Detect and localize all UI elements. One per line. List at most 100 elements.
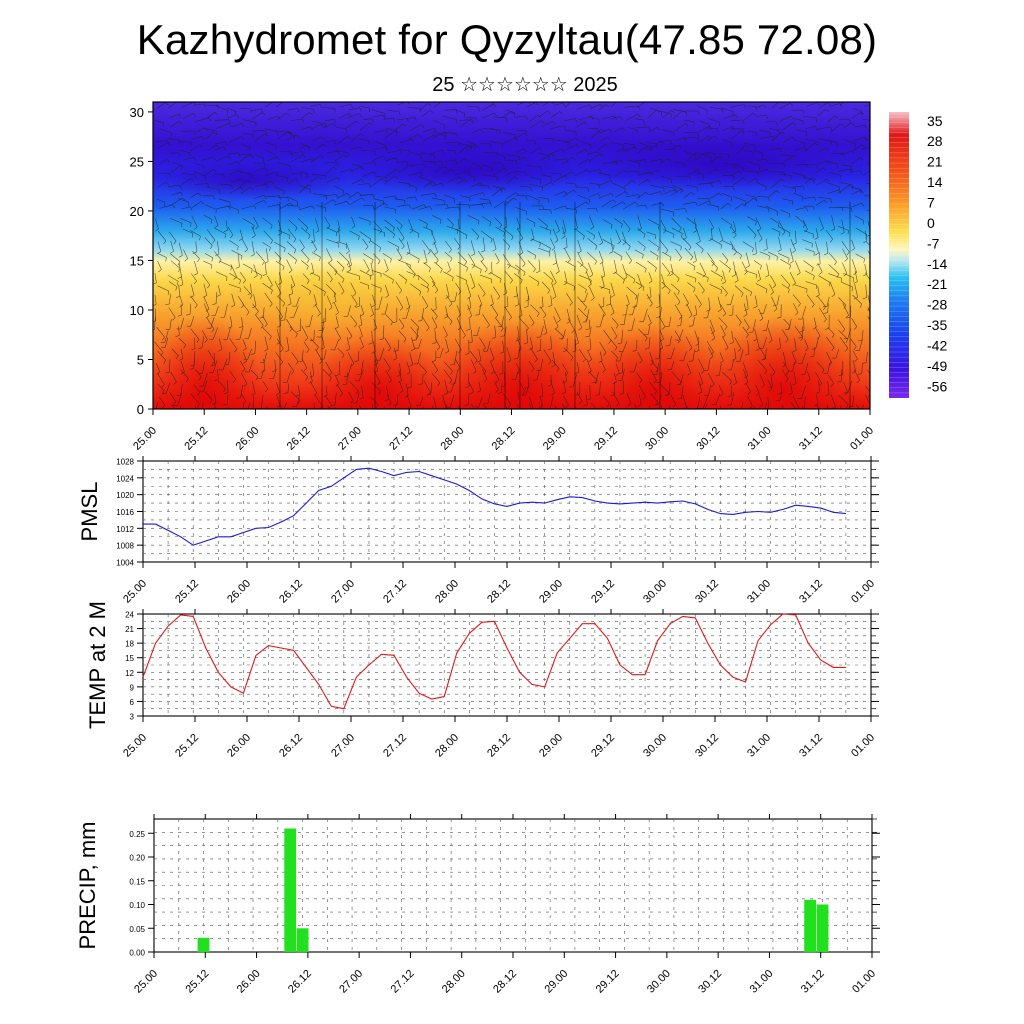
- wind-barb-flag: [497, 177, 499, 182]
- wind-barb: [646, 294, 653, 304]
- wind-barb: [409, 352, 414, 365]
- wind-barb: [776, 295, 780, 306]
- wind-barb-flag: [473, 370, 477, 374]
- wind-barb-flag: [733, 416, 736, 419]
- wind-barb-flag: [610, 224, 613, 229]
- wind-barb: [650, 185, 664, 189]
- wind-barb-flag: [377, 382, 381, 386]
- wind-barb: [595, 372, 599, 383]
- wind-barb: [588, 182, 599, 185]
- wind-barb: [471, 162, 481, 168]
- heatmap-time-label: 25.12: [182, 425, 210, 453]
- wind-barb: [732, 163, 744, 169]
- wind-barb-flag: [768, 340, 773, 343]
- wind-barb: [732, 247, 742, 256]
- wind-barb-flag: [418, 134, 422, 138]
- wind-barb: [230, 264, 237, 278]
- wind-barb: [487, 393, 491, 404]
- wind-barb-flag: [399, 111, 401, 116]
- wind-barb-flag: [633, 279, 636, 284]
- wind-barb: [154, 273, 157, 283]
- wind-barb-flag: [190, 178, 194, 182]
- wind-barb: [410, 152, 421, 156]
- wind-barb: [721, 285, 728, 294]
- wind-barb: [284, 307, 288, 321]
- wind-barb: [599, 136, 607, 143]
- wind-barb: [398, 164, 411, 173]
- wind-barb: [384, 130, 396, 139]
- wind-barb: [193, 337, 196, 349]
- wind-barb: [528, 396, 534, 409]
- wind-barb: [699, 153, 712, 158]
- wind-barb: [295, 297, 300, 307]
- wind-barb-flag: [443, 165, 447, 169]
- precip-time-label: 25.00: [132, 968, 160, 996]
- wind-barb-flag: [414, 116, 417, 121]
- wind-barb: [754, 328, 758, 340]
- wind-barb-flag: [496, 379, 500, 383]
- wind-barb-flag: [479, 166, 481, 171]
- wind-barb: [334, 392, 337, 406]
- wind-barb: [252, 303, 259, 312]
- wind-barb: [408, 172, 421, 176]
- wind-barb-flag: [252, 235, 256, 239]
- wind-barb-flag: [814, 403, 819, 406]
- wind-barb-flag: [341, 291, 345, 295]
- wind-barb-flag: [523, 148, 527, 153]
- wind-barb: [756, 115, 767, 117]
- wind-barb-flag: [194, 304, 198, 309]
- wind-barb-flag: [385, 129, 389, 134]
- wind-barb-flag: [698, 111, 700, 116]
- precip-frame: [153, 818, 873, 953]
- wind-barb-flag: [742, 119, 745, 124]
- wind-barb: [867, 316, 870, 320]
- wind-barb-flag: [432, 309, 437, 311]
- wind-barb: [279, 150, 292, 153]
- wind-barb: [746, 216, 757, 222]
- wind-barb: [742, 326, 749, 335]
- wind-barb: [300, 158, 313, 163]
- wind-barb: [503, 393, 512, 405]
- wind-barb-flag: [345, 128, 347, 133]
- wind-barb-flag: [677, 339, 681, 344]
- wind-barb-flag: [250, 254, 255, 257]
- wind-barb: [622, 220, 631, 230]
- wind-barb: [206, 186, 220, 190]
- wind-barb-flag: [585, 201, 590, 205]
- wind-barb: [651, 360, 659, 370]
- wind-barb: [526, 139, 536, 142]
- wind-barb: [297, 385, 301, 395]
- wind-barb: [720, 107, 734, 112]
- wind-barb-flag: [339, 393, 343, 397]
- wind-barb: [371, 330, 373, 344]
- wind-barb-flag: [753, 338, 758, 342]
- wind-barb-flag: [497, 392, 502, 394]
- wind-barb-flag: [296, 394, 301, 397]
- wind-barb-flag: [861, 144, 865, 148]
- wind-barb: [180, 369, 189, 379]
- wind-barb: [648, 239, 660, 248]
- wind-barb-flag: [719, 192, 723, 197]
- wind-barb-flag: [519, 238, 524, 242]
- wind-barb: [398, 330, 407, 339]
- wind-barb: [360, 360, 364, 375]
- wind-barb: [326, 227, 337, 233]
- wind-barb-flag: [530, 187, 532, 192]
- wind-barb-flag: [213, 169, 217, 173]
- wind-barb: [322, 317, 325, 331]
- wind-barb: [576, 186, 588, 189]
- wind-barb-flag: [228, 206, 231, 210]
- wind-barb: [189, 192, 199, 198]
- wind-barb: [538, 197, 549, 200]
- wind-barb: [239, 229, 243, 239]
- wind-barb: [453, 237, 461, 247]
- wind-barb-flag: [725, 292, 728, 297]
- wind-barb-flag: [638, 286, 643, 290]
- wind-barb-flag: [744, 308, 749, 311]
- wind-barb-flag: [179, 358, 184, 361]
- wind-barb: [434, 261, 443, 270]
- wind-barb-flag: [576, 144, 580, 148]
- wind-barb: [539, 306, 547, 316]
- wind-barb-flag: [196, 404, 200, 408]
- wind-barb-flag: [753, 234, 757, 239]
